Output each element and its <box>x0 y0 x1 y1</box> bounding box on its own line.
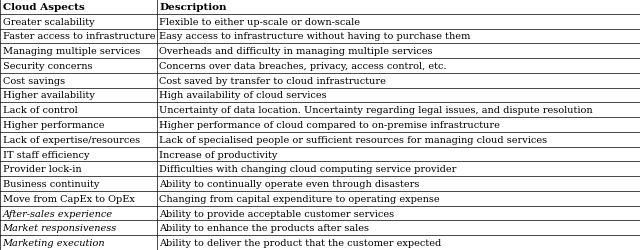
Text: Overheads and difficulty in managing multiple services: Overheads and difficulty in managing mul… <box>159 47 433 56</box>
Text: Easy access to infrastructure without having to purchase them: Easy access to infrastructure without ha… <box>159 32 471 41</box>
Text: Ability to deliver the product that the customer expected: Ability to deliver the product that the … <box>159 238 442 247</box>
Text: Managing multiple services: Managing multiple services <box>3 47 140 56</box>
Text: Ability to enhance the products after sales: Ability to enhance the products after sa… <box>159 224 369 232</box>
Text: Lack of control: Lack of control <box>3 106 77 115</box>
Text: Higher performance of cloud compared to on-premise infrastructure: Higher performance of cloud compared to … <box>159 120 500 130</box>
Text: Market responsiveness: Market responsiveness <box>3 224 117 232</box>
Text: After-sales experience: After-sales experience <box>3 209 113 218</box>
Text: Increase of productivity: Increase of productivity <box>159 150 278 159</box>
Text: Lack of expertise/resources: Lack of expertise/resources <box>3 135 140 144</box>
Text: Faster access to infrastructure: Faster access to infrastructure <box>3 32 155 41</box>
Text: Cost savings: Cost savings <box>3 76 65 85</box>
Text: Changing from capital expenditure to operating expense: Changing from capital expenditure to ope… <box>159 194 440 203</box>
Text: Higher performance: Higher performance <box>3 120 104 130</box>
Text: Difficulties with changing cloud computing service provider: Difficulties with changing cloud computi… <box>159 165 457 173</box>
Text: High availability of cloud services: High availability of cloud services <box>159 91 327 100</box>
Text: Flexible to either up-scale or down-scale: Flexible to either up-scale or down-scal… <box>159 18 360 26</box>
Text: IT staff efficiency: IT staff efficiency <box>3 150 89 159</box>
Text: Higher availability: Higher availability <box>3 91 95 100</box>
Text: Security concerns: Security concerns <box>3 62 92 71</box>
Text: Description: Description <box>159 3 227 12</box>
Text: Business continuity: Business continuity <box>3 179 99 188</box>
Text: Cloud Aspects: Cloud Aspects <box>3 3 84 12</box>
Text: Ability to continually operate even through disasters: Ability to continually operate even thro… <box>159 179 420 188</box>
Text: Ability to provide acceptable customer services: Ability to provide acceptable customer s… <box>159 209 394 218</box>
Text: Provider lock-in: Provider lock-in <box>3 165 81 173</box>
Text: Lack of specialised people or sufficient resources for managing cloud services: Lack of specialised people or sufficient… <box>159 135 547 144</box>
Text: Move from CapEx to OpEx: Move from CapEx to OpEx <box>3 194 134 203</box>
Text: Concerns over data breaches, privacy, access control, etc.: Concerns over data breaches, privacy, ac… <box>159 62 447 71</box>
Text: Uncertainty of data location. Uncertainty regarding legal issues, and dispute re: Uncertainty of data location. Uncertaint… <box>159 106 593 115</box>
Text: Cost saved by transfer to cloud infrastructure: Cost saved by transfer to cloud infrastr… <box>159 76 386 85</box>
Text: Marketing execution: Marketing execution <box>3 238 105 247</box>
Text: Greater scalability: Greater scalability <box>3 18 94 26</box>
